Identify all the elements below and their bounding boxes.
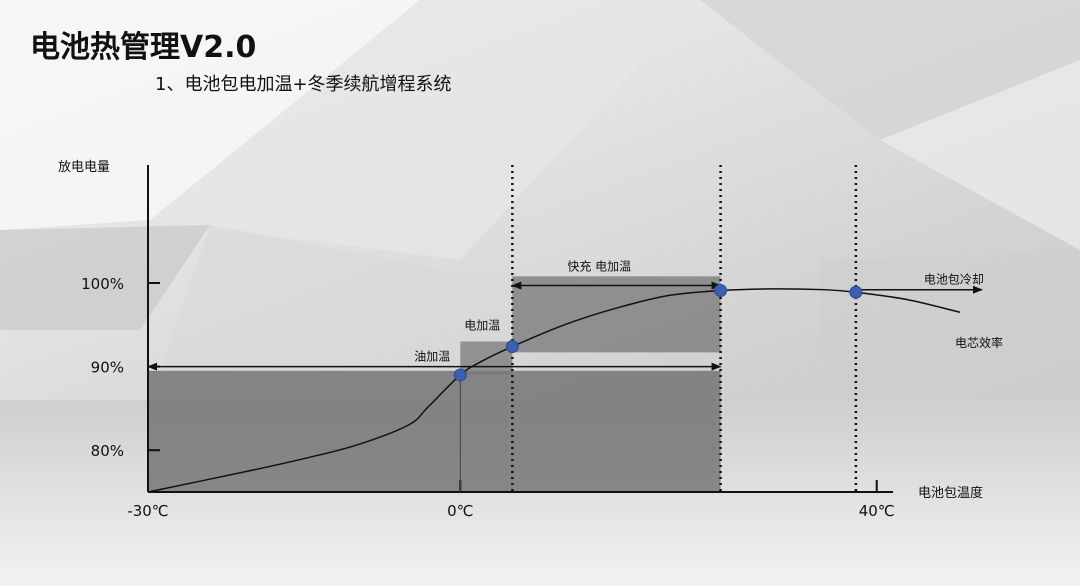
region-label: 电池包冷却 <box>924 273 984 287</box>
series-label: 电芯效率 <box>955 335 1003 350</box>
data-marker <box>849 285 863 299</box>
y-tick-label: 100% <box>81 275 124 293</box>
data-marker <box>714 284 728 298</box>
x-tick-label: -30℃ <box>127 502 168 520</box>
x-axis-label: 电池包温度 <box>918 485 983 501</box>
y-tick-label: 80% <box>91 442 124 460</box>
y-tick-label: 90% <box>91 359 124 377</box>
region-label: 电加温 <box>464 319 500 333</box>
y-axis-label: 放电电量 <box>58 160 110 175</box>
series-line <box>147 288 961 493</box>
region-label: 快充 电加温 <box>567 258 631 273</box>
x-tick-label: 40℃ <box>859 502 895 520</box>
x-tick-label: 0℃ <box>447 502 473 520</box>
region-label: 油加温 <box>414 350 450 364</box>
region-3 <box>512 276 721 353</box>
data-marker <box>505 340 519 354</box>
slide-title: 电池热管理V2.0 <box>30 30 257 65</box>
slide-subtitle: 1、电池包电加温+冬季续航增程系统 <box>155 74 452 95</box>
data-marker <box>453 368 467 382</box>
